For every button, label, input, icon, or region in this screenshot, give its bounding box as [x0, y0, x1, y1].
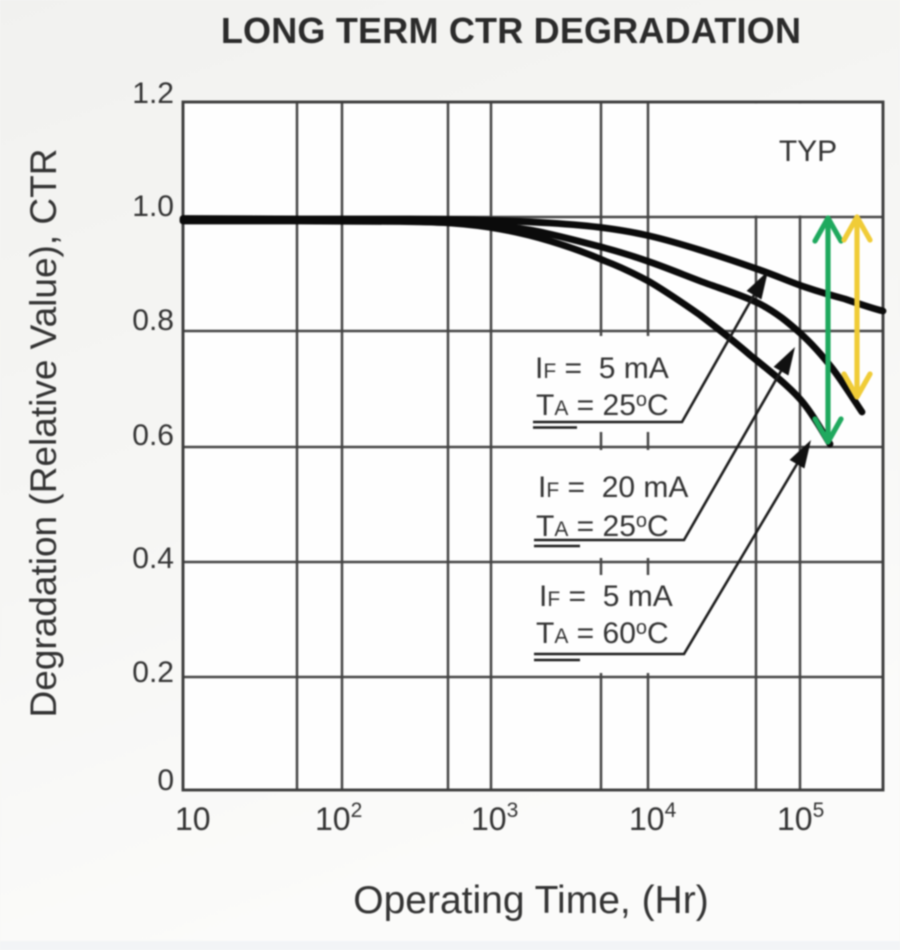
svg-text:TYP: TYP: [779, 135, 837, 168]
svg-text:0.6: 0.6: [132, 419, 174, 452]
svg-text:0.8: 0.8: [132, 304, 174, 337]
svg-text:IF = 5 mA: IF = 5 mA: [535, 352, 669, 385]
svg-text:1.2: 1.2: [132, 77, 174, 110]
svg-text:102: 102: [315, 799, 362, 837]
svg-text:0: 0: [157, 764, 174, 797]
svg-text:0.2: 0.2: [132, 656, 174, 689]
svg-text:0.4: 0.4: [132, 542, 174, 575]
svg-text:IF = 5 mA: IF = 5 mA: [539, 580, 673, 613]
svg-text:TA = 25oC: TA = 25oC: [536, 389, 669, 422]
svg-text:LONG TERM CTR DEGRADATION: LONG TERM CTR DEGRADATION: [221, 10, 801, 51]
svg-text:IF = 20 mA: IF = 20 mA: [538, 471, 688, 504]
svg-text:Degradation (Relative Value),: Degradation (Relative Value), CTR: [23, 149, 64, 718]
svg-text:10: 10: [175, 801, 211, 837]
svg-text:Operating Time, (Hr): Operating Time, (Hr): [353, 879, 708, 922]
svg-text:1.0: 1.0: [132, 190, 174, 223]
